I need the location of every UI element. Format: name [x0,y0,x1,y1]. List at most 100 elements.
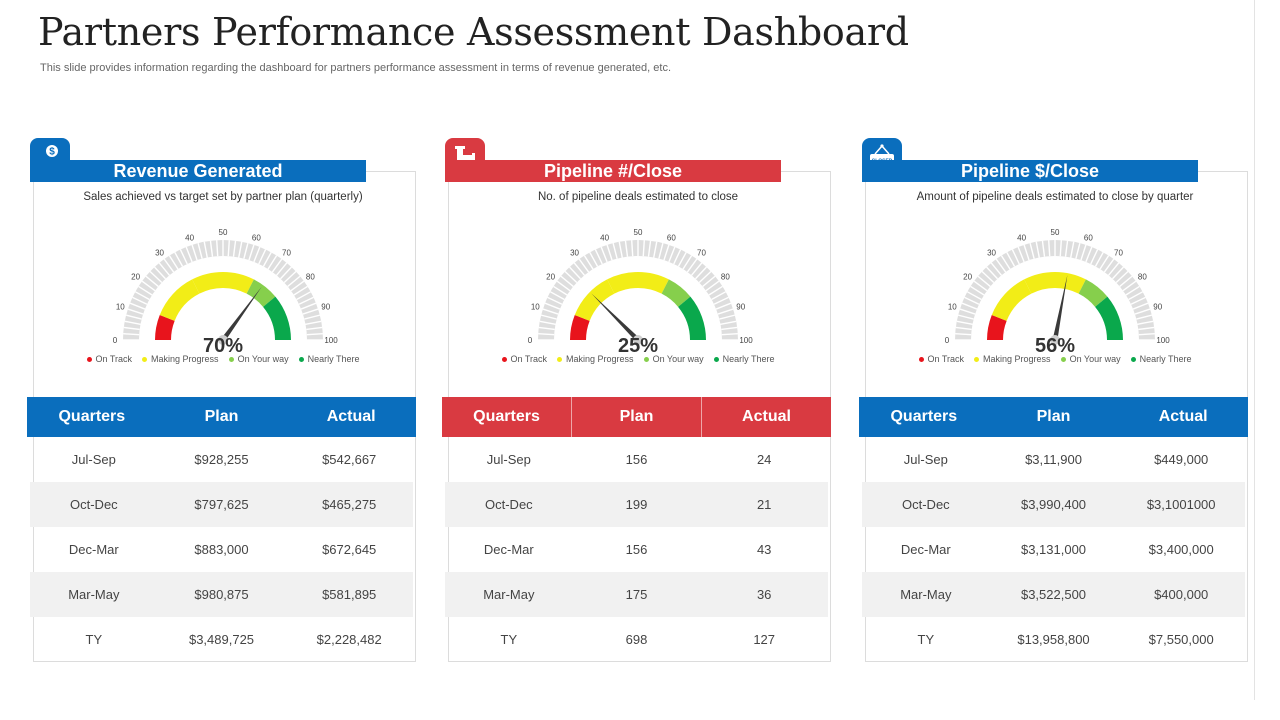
gauge-minor-tick [970,285,985,296]
table-cell: $542,667 [322,452,377,467]
gauge-minor-tick [1023,244,1030,261]
gauge-minor-tick [227,240,230,257]
gauge-zone-yellow [574,279,615,322]
table-cell: $400,000 [1154,587,1209,602]
gauge-minor-tick [1064,240,1069,257]
table-cell: 199 [625,497,648,512]
gauge-minor-tick [1136,314,1153,320]
gauge-minor-tick [1103,258,1115,273]
column-header: Actual [1158,408,1208,425]
gauge-tick-label: 90 [736,303,745,312]
gauge-tick-label: 90 [321,303,330,312]
gauge-minor-tick [1041,240,1046,257]
gauge-minor-tick [711,291,726,301]
gauge-needle [1052,275,1068,341]
gauge-tick-label: 60 [1084,233,1093,242]
panel-heading: Revenue Generated [30,160,366,182]
gauge-zone-red [987,314,1007,341]
gauge-minor-tick [279,266,292,280]
gauge-minor-tick [1090,249,1099,265]
legend-dot [228,356,234,362]
gauge-minor-tick [123,333,140,336]
gauge-value-label: 70% [203,335,243,354]
gauge-minor-tick [564,271,578,284]
table-row: Dec-Mar $883,000 $672,645 [30,527,413,572]
gauge-minor-tick [267,255,278,270]
gauge-minor-tick [560,275,574,287]
gauge-minor-tick [179,249,188,265]
table-cell: 43 [756,542,772,557]
table-cell: Mar-May [68,587,120,602]
gauge-minor-tick [163,258,175,273]
legend-dot [643,356,649,362]
legend-dot [974,356,980,362]
legend-label: On Track [510,354,548,364]
gauge-minor-tick [708,285,723,296]
data-table: Quarters Plan Actual Jul-Sep $928,255 $542,66… [27,397,416,662]
gauge-zone-green [262,296,291,341]
gauge-minor-tick [955,326,972,331]
gauge-minor-tick [612,242,618,259]
gauge-minor-tick [283,271,297,284]
gauge-minor-tick [1119,275,1133,287]
gauge-zone-lightgreen [1078,279,1108,308]
gauge-legend: On Track Making Progress On Your way Nearly… [30,354,416,364]
table-cell: TY [500,632,518,647]
table-header: Quarters Plan Actual [442,397,831,437]
legend-dot [298,356,304,362]
svg-text:$: $ [49,147,55,158]
gauge-tick-label: 70 [1114,249,1123,258]
gauge-minor-tick [238,241,243,258]
gauge-minor-tick [542,308,559,315]
gauge-minor-tick [642,240,645,257]
table-row: TY 698 127 [445,617,828,662]
legend-label: Nearly There [307,354,360,364]
gauge-minor-tick [1017,246,1025,263]
gauge-minor-tick [668,246,676,263]
gauge-minor-tick [209,240,214,257]
gauge-tick-label: 70 [697,249,706,258]
gauge-minor-tick [589,252,599,267]
gauge-minor-tick [293,285,308,296]
gauge-minor-tick [961,302,978,310]
gauge-minor-tick [1094,252,1104,267]
gauge-minor-tick [1122,280,1137,292]
table-cell: Oct-Dec [902,497,950,512]
gauge: 0 10 20 30 40 50 60 70 80 90 100 70% [70,220,376,357]
gauge-minor-tick [702,275,716,287]
gauge-minor-tick [1075,242,1081,259]
gauge-minor-tick [715,302,732,310]
legend-dot [86,356,92,362]
gauge-minor-tick [682,255,693,270]
legend-item: On Track [86,354,133,364]
gauge-tick-label: 40 [600,233,609,242]
gauge-tick-label: 50 [634,228,643,237]
table-cell: $2,228,482 [316,632,382,647]
panel-heading: Pipeline $/Close [862,160,1198,182]
gauge-minor-tick [290,280,305,292]
legend-label: On Track [95,354,133,364]
gauge-tick-label: 0 [945,336,950,345]
gauge-minor-tick [248,244,255,261]
gauge-minor-tick [302,308,319,315]
gauge-minor-tick [653,241,658,258]
gauge-minor-tick [1029,242,1035,259]
table-cell: TY [85,632,103,647]
gauge-legend: On Track Making Progress On Your way Nearly… [862,354,1248,364]
data-table: Quarters Plan Actual Jul-Sep 156 24 Oct-Dec 199… [442,397,831,662]
gauge-minor-tick [705,280,720,292]
gauge-minor-tick [258,249,267,265]
gauge-minor-tick [578,258,590,273]
column-header: Plan [571,397,701,437]
gauge-minor-tick [990,262,1002,276]
gauge-minor-tick [721,333,738,336]
table-row: Oct-Dec $3,990,400 $3,1001000 [862,482,1245,527]
gauge-tick-label: 80 [1138,273,1147,282]
gauge-needle [221,286,262,342]
gauge-tick-label: 10 [531,303,540,312]
table-row: Mar-May $980,875 $581,895 [30,572,413,617]
column-header: Quarters [890,408,958,425]
gauge-minor-tick [981,271,995,284]
gauge-minor-tick [719,314,736,320]
